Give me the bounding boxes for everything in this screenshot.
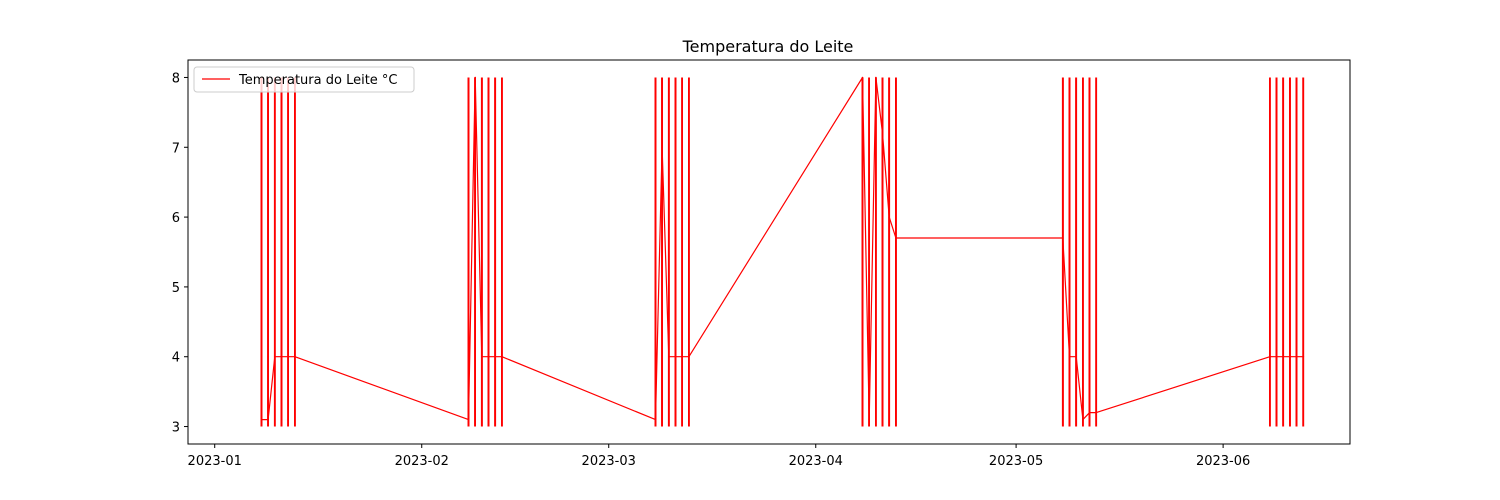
data-point [1082, 418, 1084, 421]
data-point [280, 355, 283, 358]
data-point [674, 355, 677, 358]
data-point [888, 216, 890, 218]
axes-frame [187, 59, 1351, 445]
data-point [494, 355, 497, 358]
oscillation-band [260, 77, 1305, 427]
y-tick-label: 5 [172, 281, 180, 296]
data-point [661, 146, 663, 149]
data-point [688, 355, 690, 358]
data-point [654, 418, 657, 421]
data-point [287, 355, 290, 358]
data-point [294, 355, 296, 358]
data-point [1068, 355, 1071, 358]
data-point [1088, 411, 1091, 414]
x-tick-label: 2023-03 [582, 454, 636, 469]
chart-title: Temperatura do Leite [682, 37, 854, 56]
y-tick-label: 8 [172, 71, 180, 86]
y-tick-label: 4 [172, 351, 180, 366]
data-point [1289, 355, 1291, 358]
data-point [895, 237, 897, 239]
data-point [881, 132, 884, 135]
data-point [467, 418, 470, 421]
data-point [481, 355, 483, 358]
data-point [267, 418, 269, 421]
data-point [868, 418, 870, 421]
y-tick-label: 7 [172, 141, 180, 156]
y-tick-label: 6 [172, 211, 180, 226]
x-tick-label: 2023-05 [989, 454, 1043, 469]
data-point [1075, 355, 1077, 358]
data-point [1302, 355, 1305, 358]
data-point [1062, 237, 1064, 239]
x-tick-label: 2023-01 [188, 454, 242, 469]
data-point [487, 355, 490, 358]
data-point [474, 76, 477, 79]
plot-area [260, 76, 1305, 427]
data-point [274, 355, 276, 358]
data-point [681, 355, 683, 358]
x-tick-label: 2023-02 [395, 454, 449, 469]
x-tick-label: 2023-04 [789, 454, 843, 469]
data-point [1095, 411, 1097, 414]
legend: Temperatura do Leite °C [193, 66, 415, 93]
data-point [260, 418, 263, 421]
x-tick-label: 2023-06 [1196, 454, 1250, 469]
axes: 2023-01 2023-02 2023-03 2023-04 2023-05 2023-… [172, 59, 1351, 469]
data-point [1275, 355, 1278, 358]
data-point [875, 76, 877, 79]
data-point [1282, 355, 1284, 358]
data-point [1295, 355, 1298, 358]
legend-label: Temperatura do Leite °C [238, 73, 398, 88]
legend-box [193, 66, 415, 93]
data-point [1269, 355, 1271, 358]
data-point [861, 76, 864, 79]
data-point [501, 355, 503, 358]
data-point [668, 355, 670, 358]
series-line [261, 76, 1304, 421]
y-tick-label: 3 [172, 421, 180, 436]
